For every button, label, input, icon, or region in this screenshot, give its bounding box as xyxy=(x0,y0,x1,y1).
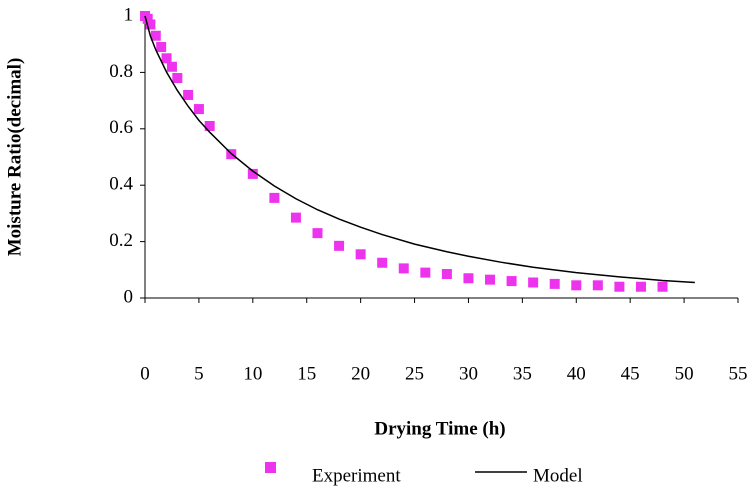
data-point xyxy=(377,258,387,268)
data-point xyxy=(291,213,301,223)
data-point xyxy=(463,273,473,283)
x-tick-label: 10 xyxy=(243,363,262,384)
y-axis-label: Moisture Ratio(decimal) xyxy=(4,58,25,257)
x-tick-label: 45 xyxy=(621,363,640,384)
legend-swatch xyxy=(265,462,276,473)
data-point xyxy=(507,276,517,286)
x-tick-label: 20 xyxy=(351,363,370,384)
y-tick-label: 0.6 xyxy=(109,117,133,138)
y-tick-label: 0.2 xyxy=(109,230,133,251)
x-tick-label: 35 xyxy=(513,363,532,384)
data-point xyxy=(658,282,668,292)
y-tick-label: 0.4 xyxy=(109,174,133,195)
data-point xyxy=(528,277,538,287)
data-point xyxy=(183,90,193,100)
data-point xyxy=(313,228,323,238)
chart: Drying Time (h) Moisture Ratio(decimal) … xyxy=(0,0,753,493)
y-tick-label: 0.8 xyxy=(109,61,133,82)
data-point xyxy=(334,241,344,251)
data-point xyxy=(205,121,215,131)
x-tick-label: 5 xyxy=(194,363,204,384)
data-point xyxy=(269,193,279,203)
data-point xyxy=(442,269,452,279)
data-point xyxy=(194,104,204,114)
data-point xyxy=(636,282,646,292)
data-point xyxy=(156,42,166,52)
data-point xyxy=(571,280,581,290)
x-axis-label: Drying Time (h) xyxy=(374,418,505,439)
data-point xyxy=(172,73,182,83)
x-tick-label: 25 xyxy=(405,363,424,384)
data-point xyxy=(399,263,409,273)
x-tick-label: 30 xyxy=(459,363,478,384)
legend-label: Experiment xyxy=(312,465,401,486)
data-point xyxy=(420,268,430,278)
data-point xyxy=(167,62,177,72)
data-point xyxy=(593,280,603,290)
x-tick-label: 55 xyxy=(729,363,748,384)
y-tick-label: 0 xyxy=(124,286,134,307)
legend-label: Model xyxy=(533,465,583,486)
data-point xyxy=(614,282,624,292)
x-tick-label: 40 xyxy=(567,363,586,384)
x-tick-label: 0 xyxy=(140,363,150,384)
y-tick-label: 1 xyxy=(124,4,134,25)
model-line xyxy=(145,16,695,282)
data-point xyxy=(550,279,560,289)
data-point xyxy=(485,275,495,285)
x-tick-label: 15 xyxy=(297,363,316,384)
data-point xyxy=(356,249,366,259)
x-tick-label: 50 xyxy=(675,363,694,384)
